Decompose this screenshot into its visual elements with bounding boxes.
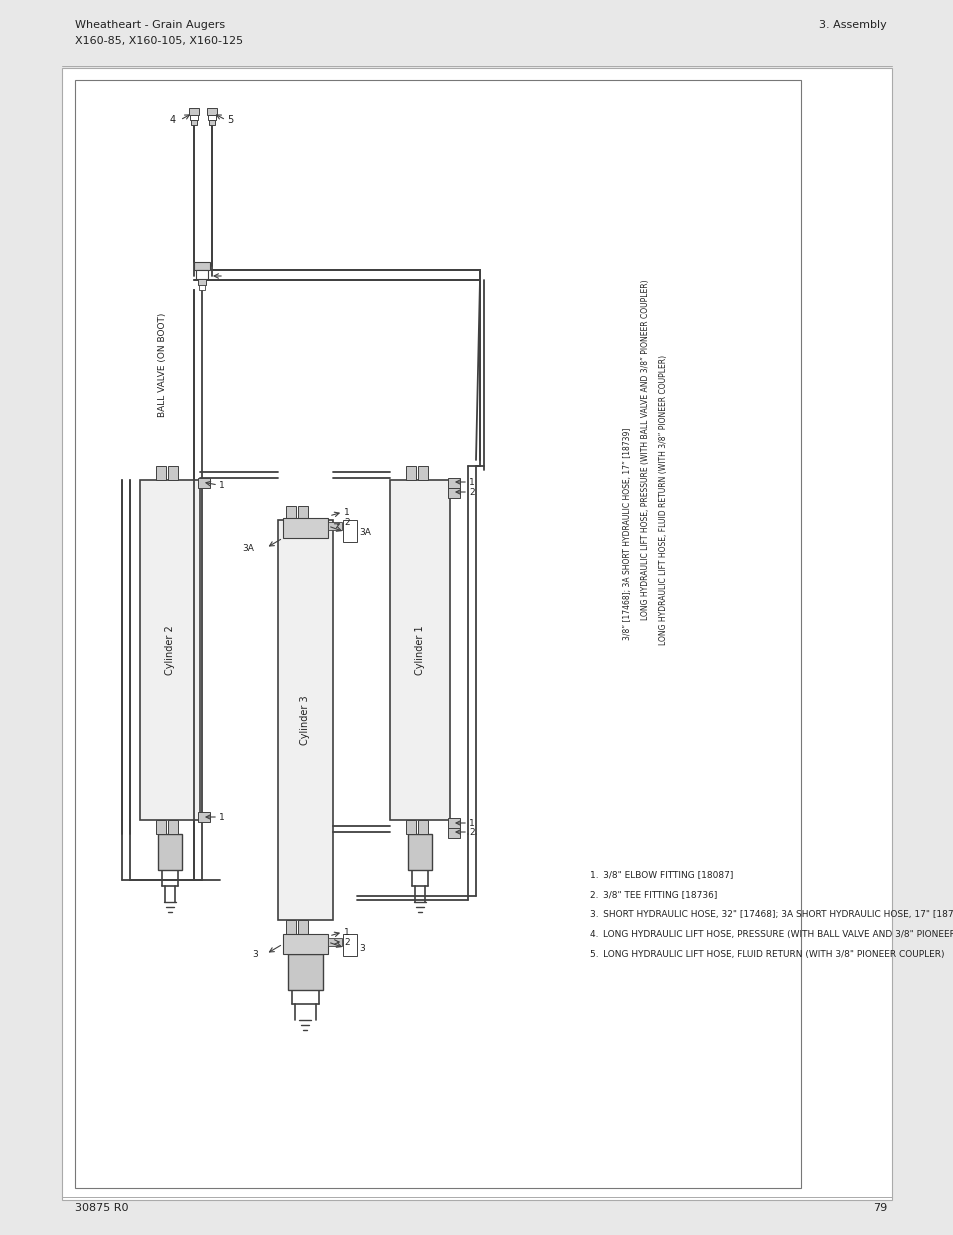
Text: 1: 1: [344, 508, 350, 517]
Bar: [207, 107, 216, 115]
Text: 5. LONG HYDRAULIC LIFT HOSE, FLUID RETURN (WITH 3/8" PIONEER COUPLER): 5. LONG HYDRAULIC LIFT HOSE, FLUID RETUR…: [589, 950, 943, 960]
Text: 3: 3: [358, 944, 364, 953]
Bar: [189, 107, 199, 115]
Bar: [209, 120, 214, 125]
Bar: [277, 520, 333, 920]
Text: 2: 2: [344, 939, 349, 947]
Bar: [156, 466, 166, 480]
Bar: [328, 522, 341, 530]
Bar: [198, 478, 210, 488]
Bar: [286, 920, 295, 934]
Text: 1: 1: [219, 813, 225, 823]
Bar: [297, 506, 308, 520]
Bar: [283, 517, 328, 538]
Text: 2. 3/8" TEE FITTING [18736]: 2. 3/8" TEE FITTING [18736]: [589, 890, 717, 899]
Text: Cylinder 1: Cylinder 1: [415, 625, 424, 674]
Text: 2: 2: [344, 517, 349, 527]
Bar: [448, 818, 459, 827]
Bar: [168, 466, 178, 480]
Text: LONG HYDRAULIC LIFT HOSE, FLUID RETURN (WITH 3/8” PIONEER COUPLER): LONG HYDRAULIC LIFT HOSE, FLUID RETURN (…: [659, 354, 667, 645]
Text: 1: 1: [469, 819, 475, 827]
Bar: [448, 478, 459, 488]
Bar: [158, 834, 182, 869]
Bar: [408, 834, 432, 869]
Bar: [62, 68, 891, 1200]
Text: 3A: 3A: [242, 543, 253, 553]
Text: 5: 5: [227, 115, 233, 125]
Bar: [288, 953, 323, 990]
Text: X160-85, X160-105, X160-125: X160-85, X160-105, X160-125: [75, 36, 243, 46]
Bar: [448, 827, 459, 839]
Bar: [297, 920, 308, 934]
Bar: [417, 466, 428, 480]
Bar: [75, 80, 801, 1188]
Text: 1: 1: [219, 480, 225, 490]
Bar: [328, 939, 341, 946]
Text: 3. SHORT HYDRAULIC HOSE, 32" [17468]; 3A SHORT HYDRAULIC HOSE, 17" [18739]: 3. SHORT HYDRAULIC HOSE, 32" [17468]; 3A…: [589, 910, 953, 919]
Text: BALL VALVE (ON BOOT): BALL VALVE (ON BOOT): [158, 312, 168, 417]
Text: Cylinder 2: Cylinder 2: [165, 625, 174, 674]
Bar: [406, 466, 416, 480]
Text: Cylinder 3: Cylinder 3: [299, 695, 310, 745]
Bar: [283, 934, 328, 953]
Bar: [190, 115, 198, 120]
Text: 2: 2: [469, 827, 475, 837]
Text: 30875 R0: 30875 R0: [75, 1203, 129, 1213]
Bar: [343, 934, 356, 956]
Bar: [286, 506, 295, 520]
Bar: [390, 480, 450, 820]
Text: Wheatheart - Grain Augers: Wheatheart - Grain Augers: [75, 20, 225, 30]
Text: LONG HYDRAULIC LIFT HOSE, PRESSURE (WITH BALL VALVE AND 3/8” PIONEER COUPLER): LONG HYDRAULIC LIFT HOSE, PRESSURE (WITH…: [640, 279, 649, 620]
Bar: [198, 279, 206, 285]
Text: 3/8” [17468]; 3A SHORT HYDRAULIC HOSE, 17” [18739]: 3/8” [17468]; 3A SHORT HYDRAULIC HOSE, 1…: [622, 427, 631, 640]
Bar: [343, 520, 356, 542]
Bar: [191, 120, 196, 125]
Bar: [140, 480, 200, 820]
Bar: [198, 811, 210, 823]
Bar: [193, 262, 210, 270]
Text: 1: 1: [344, 927, 350, 937]
Text: 4. LONG HYDRAULIC LIFT HOSE, PRESSURE (WITH BALL VALVE AND 3/8" PIONEER COUPLER): 4. LONG HYDRAULIC LIFT HOSE, PRESSURE (W…: [589, 930, 953, 939]
Bar: [195, 270, 208, 279]
Bar: [156, 820, 166, 834]
Bar: [417, 820, 428, 834]
Bar: [448, 488, 459, 498]
Text: 4: 4: [170, 115, 176, 125]
Text: 1. 3/8" ELBOW FITTING [18087]: 1. 3/8" ELBOW FITTING [18087]: [589, 869, 733, 879]
Bar: [168, 820, 178, 834]
Text: 3. Assembly: 3. Assembly: [819, 20, 886, 30]
Bar: [406, 820, 416, 834]
Text: 3: 3: [252, 950, 257, 960]
Text: 2: 2: [469, 488, 475, 496]
Text: 3A: 3A: [358, 529, 371, 537]
Bar: [208, 115, 215, 120]
Bar: [199, 285, 205, 290]
Text: 1: 1: [469, 478, 475, 487]
Text: 79: 79: [872, 1203, 886, 1213]
